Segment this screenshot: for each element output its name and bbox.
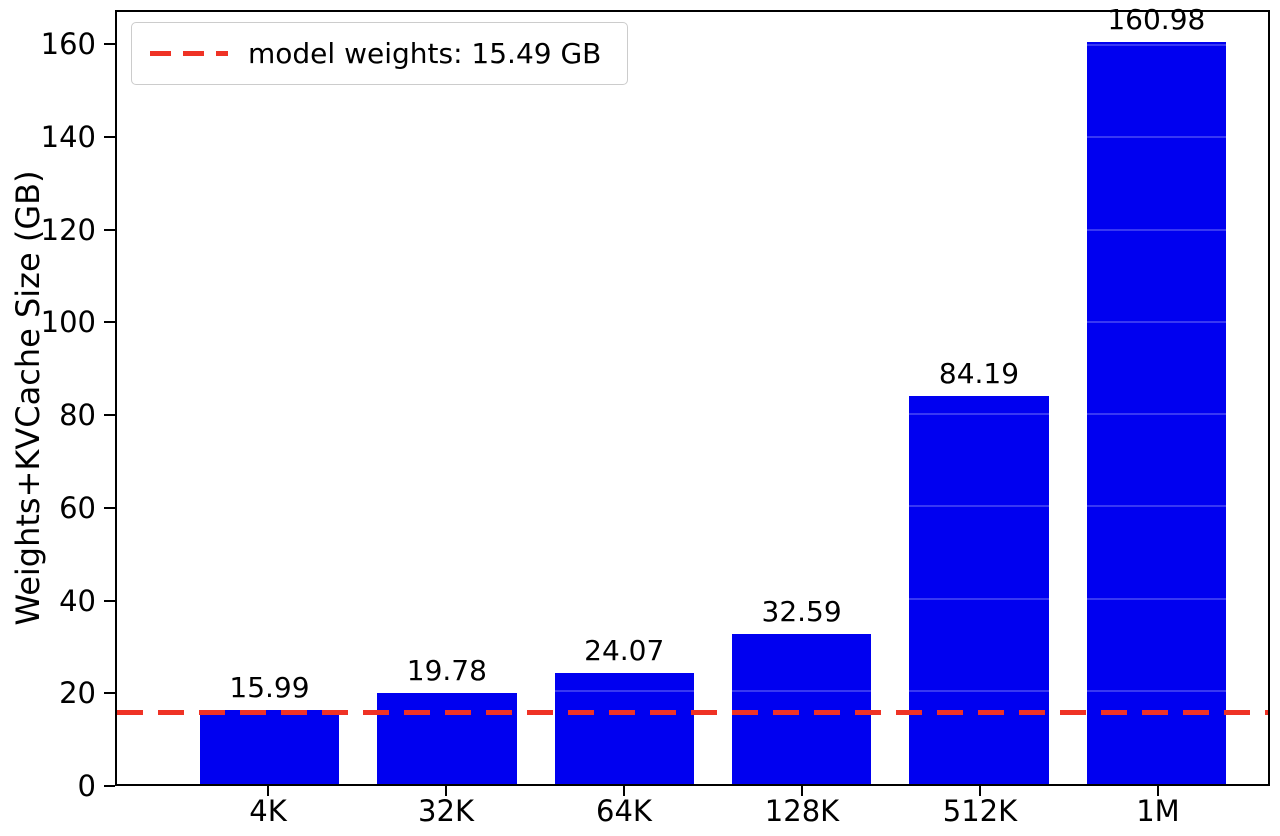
gridline (117, 320, 1268, 323)
x-tick-label: 4K (249, 794, 287, 828)
bar-value-label: 15.99 (229, 671, 310, 705)
bar-value-label: 84.19 (938, 356, 1020, 390)
dashed-line-swatch-icon (150, 51, 228, 56)
bar-value-label: 32.59 (761, 594, 842, 628)
y-tick-label: 40 (59, 583, 96, 618)
bar-value-label: 160.98 (1107, 2, 1206, 36)
bar-64K (554, 673, 694, 784)
y-tick-mark (104, 414, 115, 417)
x-tick-label: 128K (764, 794, 840, 828)
x-tick-label: 64K (596, 794, 652, 828)
bar-32K (377, 692, 517, 784)
y-tick-label: 140 (40, 120, 96, 154)
legend: model weights: 15.49 GB (131, 22, 629, 85)
gridline (117, 136, 1268, 139)
x-tick-label: 32K (418, 794, 474, 828)
y-tick-mark (104, 506, 115, 509)
bar-1M (1086, 41, 1226, 784)
gridline (117, 44, 1268, 47)
reference-line (117, 709, 1268, 715)
bar-4K (199, 710, 340, 784)
gridline (117, 597, 1268, 600)
x-tick-label: 512K (942, 794, 1018, 828)
y-tick-mark (104, 43, 115, 46)
x-tick-mark (800, 786, 803, 796)
y-tick-label: 100 (40, 305, 96, 340)
y-tick-mark (104, 692, 115, 695)
y-tick-label: 160 (40, 27, 96, 62)
bar-512K (909, 395, 1049, 784)
y-tick-mark (104, 136, 115, 138)
x-tick-label: 1M (1136, 794, 1180, 828)
bar-128K (731, 633, 872, 784)
y-tick-label: 0 (77, 769, 96, 803)
x-tick-mark (1156, 786, 1159, 796)
y-tick-label: 120 (40, 212, 96, 247)
gridline (117, 228, 1268, 231)
x-tick-mark (623, 786, 625, 796)
y-tick-mark (104, 321, 115, 324)
x-tick-mark (978, 786, 981, 796)
plot-area: 15.99 19.78 24.07 32.59 84.19 160.98 model we… (115, 3, 1270, 786)
y-tick-label: 60 (59, 490, 96, 525)
legend-label: model weights: 15.49 GB (248, 37, 602, 70)
y-tick-mark (104, 599, 115, 602)
x-tick-mark (267, 786, 270, 796)
gridline (117, 505, 1268, 508)
x-tick-mark (445, 786, 448, 796)
y-tick-mark (104, 228, 115, 231)
bar-value-label: 24.07 (584, 634, 665, 667)
y-tick-mark (104, 785, 115, 787)
gridline (117, 689, 1268, 692)
gridline (117, 413, 1268, 416)
y-tick-label: 20 (59, 676, 96, 711)
bar-value-label: 19.78 (406, 653, 487, 687)
y-tick-label: 80 (59, 398, 96, 433)
